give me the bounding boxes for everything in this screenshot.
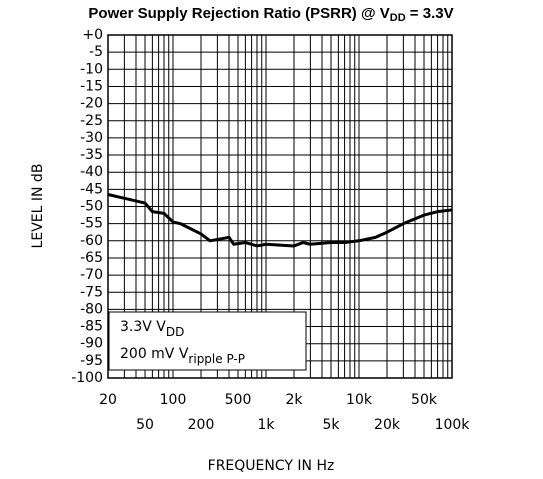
y-tick-label: -55 (80, 216, 103, 232)
y-axis-label: LEVEL IN dB (30, 164, 46, 249)
y-tick-label: -30 (80, 130, 103, 146)
x-tick-label: 2k (285, 392, 303, 408)
plot-border (107, 34, 453, 379)
annotation: 3.3V VDD (120, 319, 184, 339)
annotation: 200 mV Vripple P-P (120, 346, 245, 366)
x-tick-label: 50 (136, 417, 154, 433)
title-sub: DD (390, 12, 406, 24)
annotation-text: 3.3V V (120, 319, 166, 335)
x-tick-label: 10k (346, 392, 373, 408)
y-tick-label: -10 (80, 61, 103, 77)
title-main: Power Supply Rejection Ratio (PSRR) @ V (88, 5, 389, 22)
y-tick-label: -80 (80, 301, 103, 317)
x-tick-label: 5k (322, 417, 340, 433)
y-tick-label: -45 (80, 181, 103, 197)
x-tick-label: 500 (225, 392, 252, 408)
y-tick-label: -75 (80, 284, 103, 300)
x-tick-label: 20 (99, 392, 117, 408)
x-tick-label: 200 (188, 417, 215, 433)
y-tick-label: -100 (71, 370, 103, 386)
annotation-box (108, 311, 307, 371)
y-tick-label: -35 (80, 147, 103, 163)
chart-title: Power Supply Rejection Ratio (PSRR) @ VD… (88, 5, 453, 24)
annotation-sub: ripple P-P (188, 352, 245, 366)
y-tick-label: -50 (80, 199, 103, 215)
y-tick-label: -25 (80, 113, 103, 129)
y-tick-label: -85 (80, 319, 103, 335)
y-tick-label: -60 (80, 233, 103, 249)
y-tick-label: -5 (89, 44, 103, 60)
y-tick-label: -40 (80, 164, 103, 180)
y-tick-label: +0 (82, 27, 103, 43)
x-tick-label: 20k (374, 417, 401, 433)
y-tick-label: -15 (80, 78, 103, 94)
y-tick-label: -20 (80, 96, 103, 112)
x-tick-label: 100 (160, 392, 187, 408)
data-line (107, 193, 453, 248)
y-tick-label: -90 (80, 336, 103, 352)
annotation-text: 200 mV V (120, 346, 189, 362)
y-tick-label: -70 (80, 267, 103, 283)
x-axis-label: FREQUENCY IN Hz (208, 458, 335, 474)
title-end: = 3.3V (406, 5, 454, 22)
annotation-sub: DD (166, 325, 184, 339)
y-tick-label: -95 (80, 353, 103, 369)
y-tick-label: -65 (80, 250, 103, 266)
x-tick-label: 1k (257, 417, 275, 433)
x-tick-label: 100k (435, 417, 471, 433)
x-tick-label: 50k (411, 392, 438, 408)
